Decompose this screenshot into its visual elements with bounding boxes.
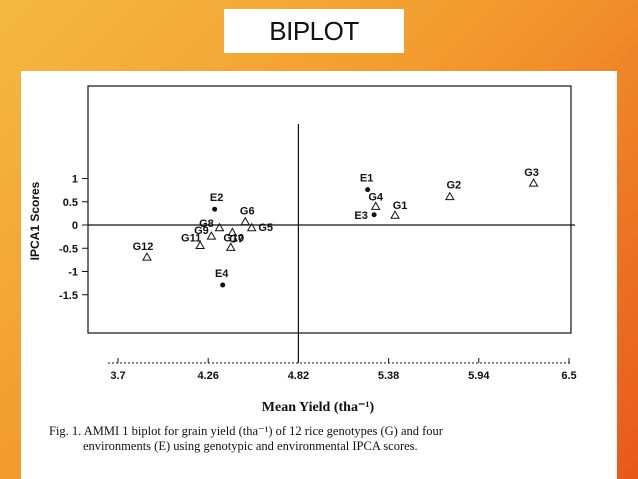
y-tick-label: 0.5 xyxy=(63,197,78,209)
environment-label-e3: E3 xyxy=(354,210,367,222)
x-tick-label: 5.94 xyxy=(468,370,490,382)
plot-frame xyxy=(87,85,572,334)
y-tick-label: -1.5 xyxy=(59,290,78,302)
genotype-label-g1: G1 xyxy=(393,200,408,212)
x-tick-label: 5.38 xyxy=(378,370,399,382)
environment-label-e4: E4 xyxy=(215,268,229,280)
genotype-label-g6: G6 xyxy=(240,206,255,218)
genotype-marker-g7 xyxy=(227,227,238,236)
genotype-label-g4: G4 xyxy=(368,191,384,203)
y-tick-label: 1 xyxy=(72,174,78,186)
genotype-marker-g11 xyxy=(195,240,206,249)
x-tick-label: 4.82 xyxy=(288,370,309,382)
genotype-marker-g10 xyxy=(225,242,236,251)
environment-label-e2: E2 xyxy=(210,192,223,204)
environment-marker-e1 xyxy=(365,187,371,193)
environment-marker-e3 xyxy=(371,212,377,218)
x-axis-label: Mean Yield (tha⁻¹) xyxy=(262,400,375,415)
genotype-marker-g4 xyxy=(370,201,381,210)
genotype-marker-g12 xyxy=(142,252,152,261)
y-axis-label: IPCA1 Scores xyxy=(28,181,42,260)
genotype-marker-g6 xyxy=(240,216,251,226)
x-tick-label: 6.5 xyxy=(561,370,576,382)
y-tick-label: -0.5 xyxy=(59,243,78,255)
environment-label-e1: E1 xyxy=(360,173,373,185)
genotype-marker-g1 xyxy=(390,210,400,219)
genotype-label-g10: G10 xyxy=(223,232,244,244)
y-tick-label: -1 xyxy=(68,267,78,279)
x-tick-label: 3.7 xyxy=(110,370,125,382)
genotype-label-g5: G5 xyxy=(258,222,273,234)
genotype-label-g12: G12 xyxy=(133,241,154,253)
genotype-marker-g5 xyxy=(246,222,257,232)
genotype-marker-g2 xyxy=(444,191,455,201)
figure-caption-line-1: Fig. 1. AMMI 1 biplot for grain yield (t… xyxy=(49,424,443,438)
genotype-label-g2: G2 xyxy=(446,180,461,192)
genotype-label-g8: G8 xyxy=(199,218,214,230)
environment-marker-e4 xyxy=(220,282,226,288)
x-tick-label: 4.26 xyxy=(197,370,218,382)
y-tick-label: 0 xyxy=(72,220,78,232)
slide-title-box: BIPLOT xyxy=(224,9,404,53)
figure-panel: 1 0.5 0 -0.5 -1 -1.5 3.7 4.26 4.82 5.38 5.94 6.5 IPC… xyxy=(21,71,617,479)
genotype-label-g9: G9 xyxy=(194,225,209,237)
genotype-marker-g9 xyxy=(206,231,217,240)
slide-title: BIPLOT xyxy=(269,15,359,46)
figure-caption-line-2: environments (E) using genotypic and env… xyxy=(83,439,418,453)
biplot-chart: 1 0.5 0 -0.5 -1 -1.5 3.7 4.26 4.82 5.38 5.94 6.5 IPC… xyxy=(28,85,577,415)
genotype-marker-g3 xyxy=(528,178,539,187)
genotype-label-g7: G7 xyxy=(229,233,244,245)
genotype-marker-g8 xyxy=(214,222,225,232)
genotype-label-g3: G3 xyxy=(524,167,539,179)
genotype-label-g11: G11 xyxy=(181,232,201,244)
environment-marker-e2 xyxy=(212,206,218,212)
